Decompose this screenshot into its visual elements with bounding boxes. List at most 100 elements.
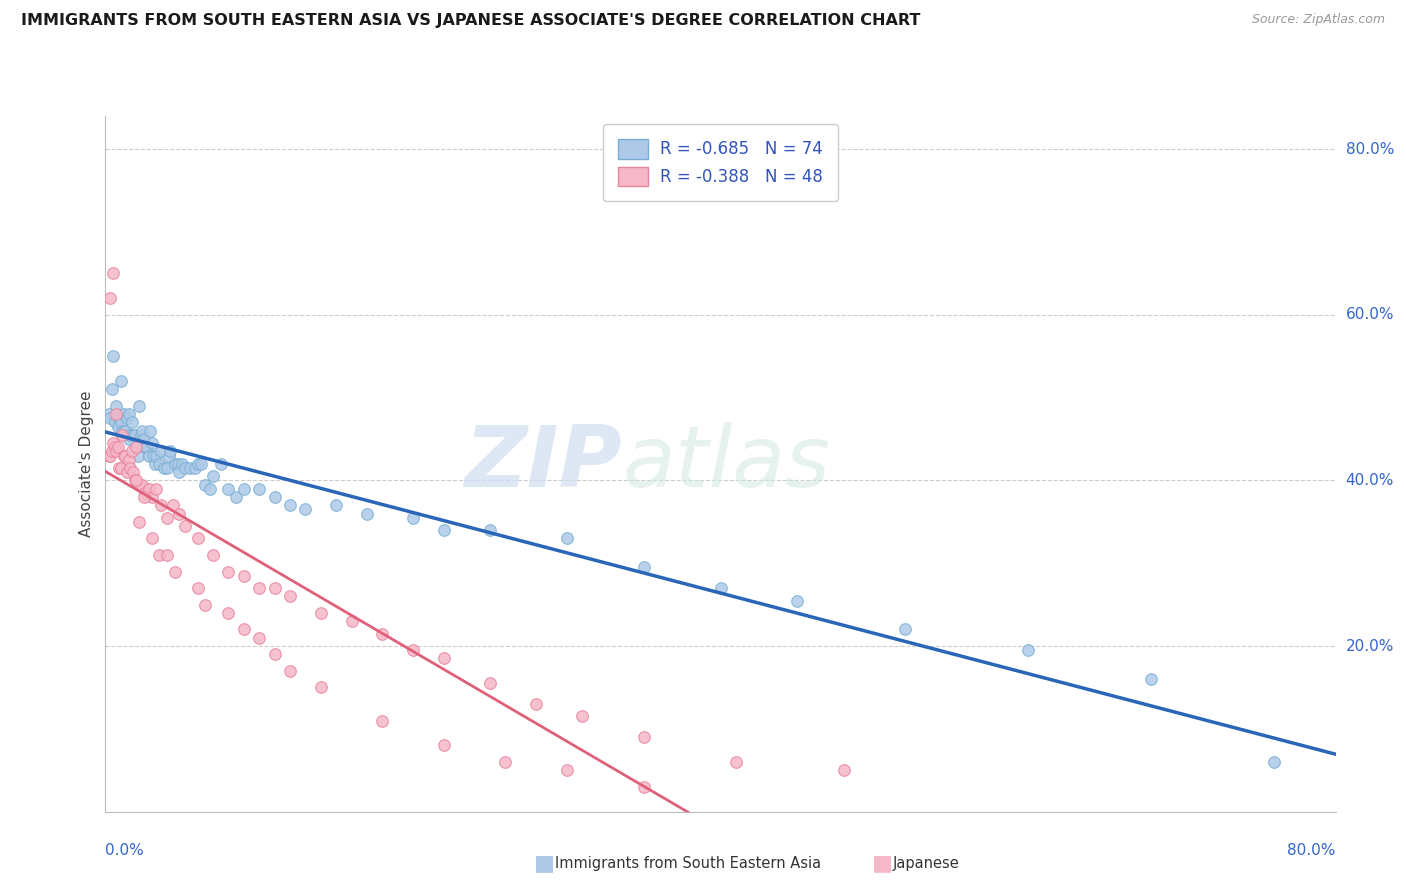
Point [105,399,128,413]
Point [104,416,127,430]
Point [111,424,134,438]
Point [163,565,186,579]
Point [104,440,127,454]
Point [125,440,148,454]
Point [149,498,172,512]
Point [209,457,232,471]
Point [162,498,184,512]
Point [110,416,132,430]
Text: Source: ZipAtlas.com: Source: ZipAtlas.com [1251,13,1385,27]
Point [141,490,163,504]
Point [134,440,156,454]
Point [108,411,131,425]
Point [169,465,191,479]
Point [114,424,136,438]
Point [122,465,145,479]
Point [1140,672,1163,686]
Point [112,449,135,463]
Point [115,411,138,425]
Point [232,568,254,582]
Point [294,502,316,516]
Point [121,416,143,430]
Point [183,461,205,475]
Point [156,548,179,562]
Text: Immigrants from South Eastern Asia: Immigrants from South Eastern Asia [555,856,821,871]
Text: 60.0%: 60.0% [1346,307,1393,322]
Point [179,461,201,475]
Point [148,457,170,471]
Point [120,461,141,475]
Point [166,457,188,471]
Point [129,428,152,442]
Point [1263,755,1285,769]
Point [371,626,394,640]
Text: atlas: atlas [621,422,830,506]
Point [145,449,167,463]
Point [309,606,332,620]
Point [149,444,172,458]
Point [132,432,155,446]
Point [131,477,153,491]
Point [247,482,270,496]
Point [128,477,150,491]
Point [832,764,855,778]
Point [478,523,501,537]
Point [101,266,124,280]
Point [278,664,301,678]
Point [194,477,217,491]
Point [112,424,135,438]
Y-axis label: Associate's Degree: Associate's Degree [79,391,94,537]
Point [121,444,143,458]
Point [633,730,655,744]
Point [174,461,197,475]
Point [100,444,122,458]
Text: 80.0%: 80.0% [1346,142,1393,157]
Point [278,590,301,604]
Point [107,440,129,454]
Point [402,643,425,657]
Point [225,490,247,504]
Point [120,428,141,442]
Point [105,444,128,458]
Point [202,469,225,483]
Point [98,411,121,425]
Point [97,407,120,421]
Text: ■: ■ [534,854,555,873]
Point [724,755,747,769]
Point [124,428,146,442]
Text: ZIP: ZIP [464,422,621,506]
Point [139,424,162,438]
Point [433,523,456,537]
Point [159,444,181,458]
Point [143,457,166,471]
Point [1017,643,1039,657]
Point [172,457,194,471]
Point [340,614,363,628]
Point [110,461,132,475]
Point [138,482,160,496]
Point [894,623,917,637]
Point [117,452,139,467]
Point [494,755,516,769]
Point [125,440,148,454]
Point [786,593,808,607]
Point [263,581,285,595]
Point [97,449,120,463]
Point [141,436,163,450]
Point [136,440,159,454]
Point [127,449,149,463]
Point [278,498,301,512]
Point [555,532,578,546]
Point [101,349,124,363]
Point [117,407,139,421]
Point [157,449,180,463]
Point [163,457,186,471]
Point [110,374,132,388]
Point [263,648,285,662]
Point [122,428,145,442]
Point [169,507,191,521]
Point [187,532,209,546]
Point [198,482,221,496]
Point [190,457,212,471]
Legend: R = -0.685   N = 74, R = -0.388   N = 48: R = -0.685 N = 74, R = -0.388 N = 48 [603,124,838,201]
